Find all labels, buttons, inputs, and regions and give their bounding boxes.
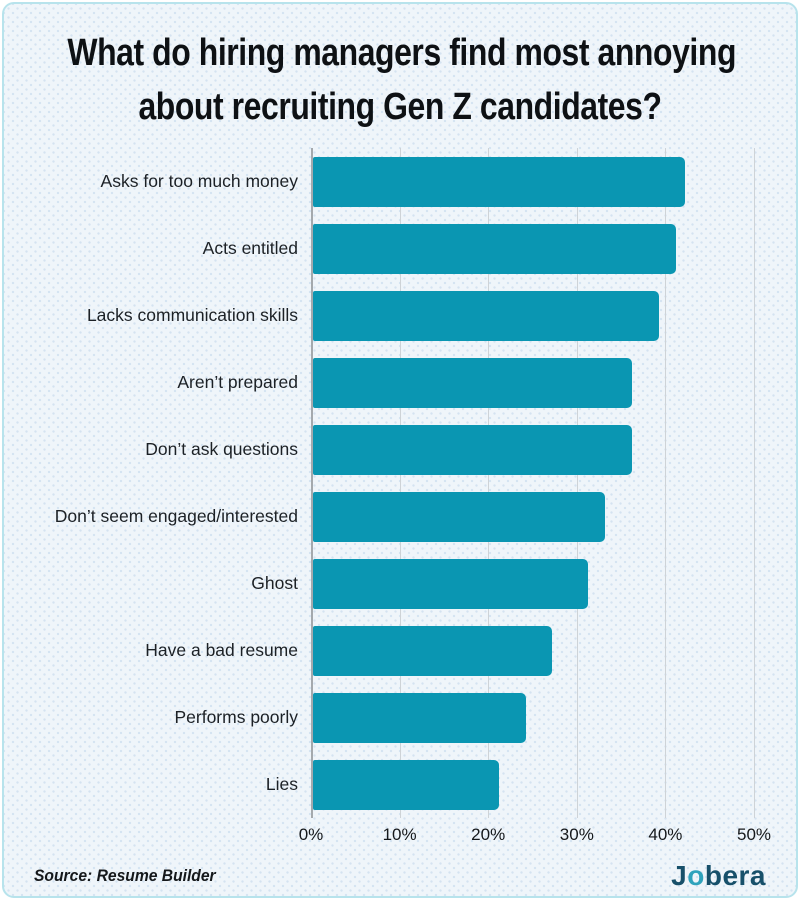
chart-row: [311, 550, 754, 617]
bar: [313, 759, 500, 810]
gridline: [399, 148, 401, 818]
gridline: [576, 148, 578, 818]
footer: Source: Resume Builder Jobera: [4, 860, 796, 892]
category-label: Lies: [265, 774, 298, 794]
chart-row: [311, 215, 754, 282]
category-label: Acts entitled: [202, 238, 298, 258]
x-tick-label: 50%: [736, 825, 772, 844]
chart-title-line-2: about recruiting Gen Z candidates?: [138, 86, 662, 128]
chart-row: [311, 148, 754, 215]
chart-row: [311, 349, 754, 416]
x-tick-label: 20%: [471, 825, 506, 844]
chart-row: [311, 416, 754, 483]
x-tick-label: 10%: [382, 825, 417, 844]
gridline: [488, 148, 490, 818]
category-label: Performs poorly: [174, 707, 298, 727]
category-label: Asks for too much money: [100, 171, 298, 191]
x-tick-label: 40%: [648, 825, 683, 844]
bar: [313, 491, 606, 542]
plot-wrap: 0% 10% 20% 30% 40% 50%: [299, 148, 771, 848]
bar: [313, 156, 686, 207]
category-labels-column: Asks for too much money Acts entitled Lack…: [4, 148, 311, 848]
bar: [313, 558, 588, 609]
chart-row: [311, 483, 754, 550]
bar: [313, 357, 632, 408]
jobera-logo: Jobera: [671, 860, 766, 892]
x-axis-ticks: 0% 10% 20% 30% 40% 50%: [299, 818, 771, 848]
logo-prefix: J: [671, 860, 688, 891]
category-label: Lacks communication skills: [86, 305, 298, 325]
source-note: Source: Resume Builder: [34, 866, 216, 885]
bar: [313, 692, 526, 743]
logo-suffix: bera: [704, 860, 766, 891]
bar-chart: Asks for too much money Acts entitled Lack…: [4, 148, 796, 848]
category-label: Have a bad resume: [145, 640, 298, 660]
chart-title: What do hiring managers find most annoyi…: [4, 26, 796, 134]
chart-row: [311, 751, 754, 818]
logo-accent-letter: o: [687, 860, 705, 891]
category-label: Don’t seem engaged/interested: [54, 506, 298, 526]
chart-row: [311, 282, 754, 349]
bar: [313, 223, 677, 274]
chart-row: [311, 684, 754, 751]
chart-title-line-1: What do hiring managers find most annoyi…: [67, 32, 737, 74]
bar: [313, 625, 553, 676]
category-label: Don’t ask questions: [145, 439, 298, 459]
category-label: Aren’t prepared: [177, 372, 298, 392]
gridline: [754, 148, 755, 818]
bar: [313, 424, 632, 475]
y-axis-line: [311, 148, 313, 818]
bar: [313, 290, 659, 341]
plot: [311, 148, 755, 818]
x-tick-label: 30%: [559, 825, 594, 844]
x-tick-label: 0%: [298, 825, 324, 844]
category-label: Ghost: [251, 573, 298, 593]
chart-row: [311, 617, 754, 684]
gridline: [665, 148, 667, 818]
